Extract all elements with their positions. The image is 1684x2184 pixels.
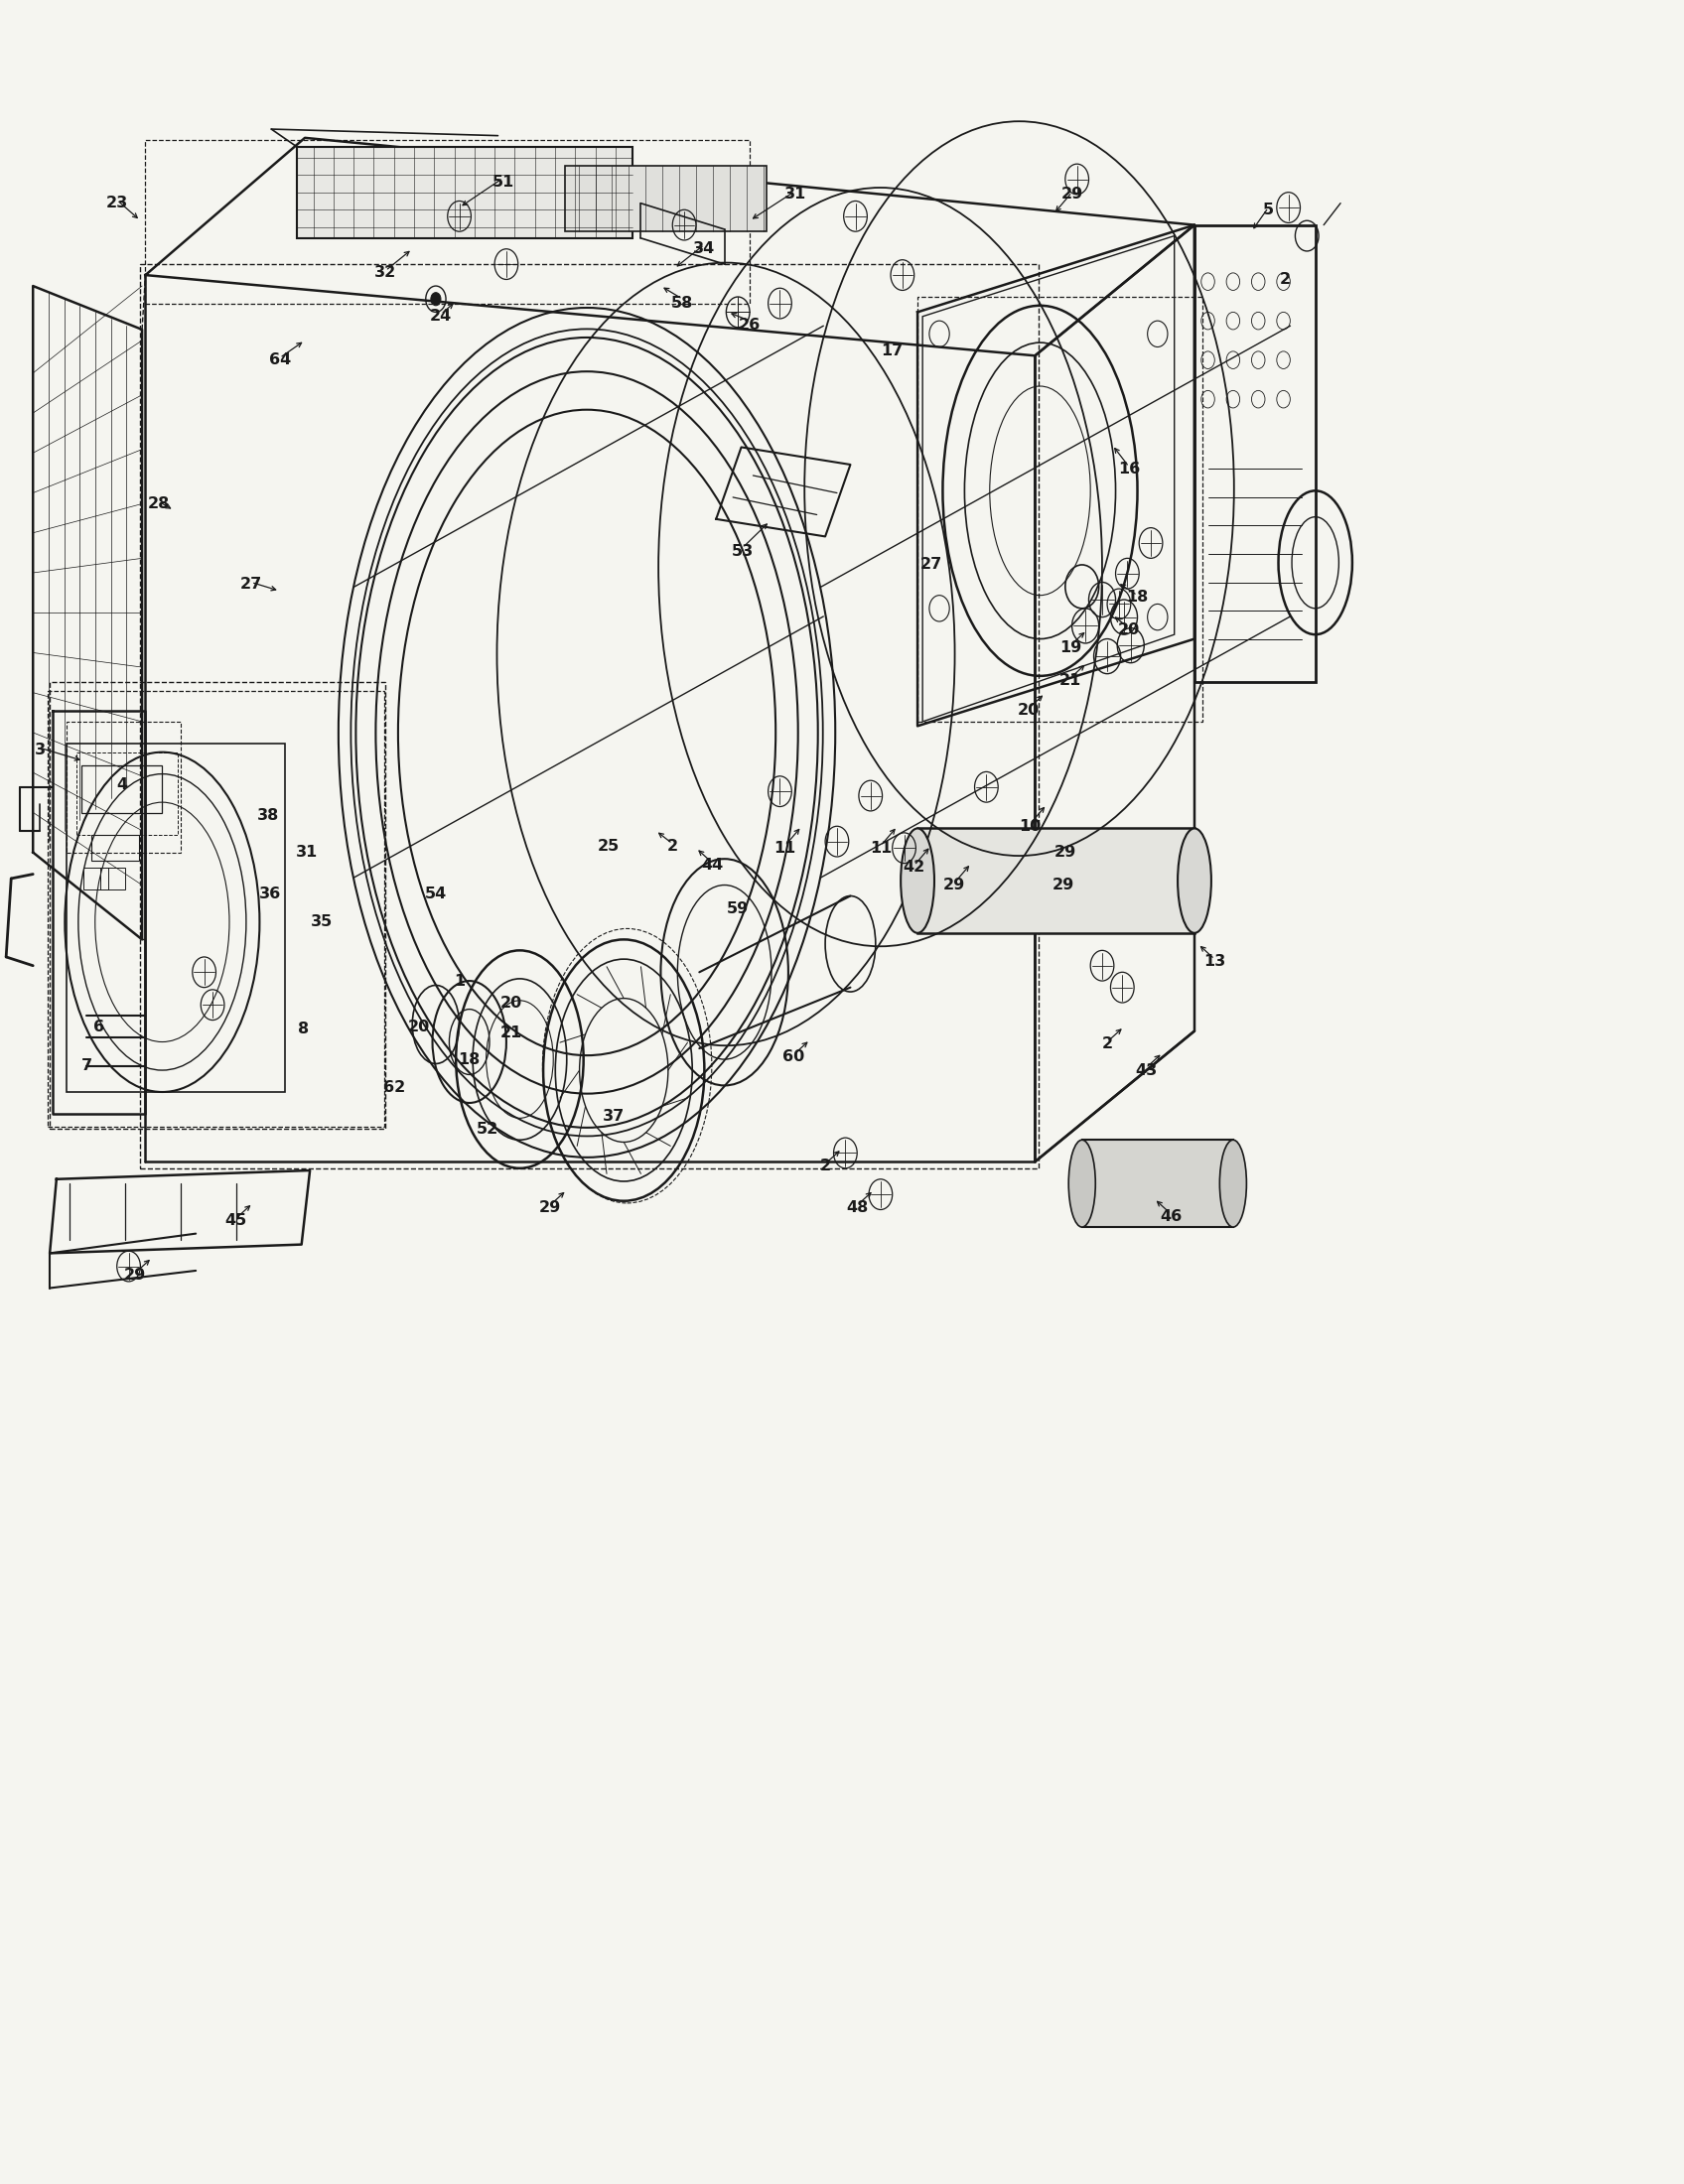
Text: 31: 31 (295, 845, 318, 860)
Text: 20: 20 (1017, 703, 1039, 719)
Text: 36: 36 (259, 887, 281, 902)
Text: 18: 18 (458, 1053, 480, 1066)
Text: 44: 44 (702, 858, 724, 874)
Text: 29: 29 (125, 1267, 147, 1282)
Text: 20: 20 (1118, 622, 1140, 638)
Ellipse shape (1219, 1140, 1246, 1227)
Text: 42: 42 (903, 860, 925, 876)
Text: 38: 38 (258, 808, 280, 823)
Text: 19: 19 (1059, 640, 1081, 655)
Text: 53: 53 (733, 544, 754, 559)
Text: 62: 62 (382, 1081, 404, 1094)
Text: 26: 26 (739, 317, 761, 332)
Text: 27: 27 (919, 557, 941, 572)
Text: 5: 5 (1263, 203, 1273, 216)
Text: 48: 48 (845, 1199, 869, 1214)
Text: 64: 64 (269, 352, 291, 367)
Text: 11: 11 (869, 841, 891, 856)
Text: 46: 46 (1160, 1208, 1182, 1223)
Text: 2: 2 (667, 839, 679, 854)
Text: 25: 25 (598, 839, 620, 854)
Text: 54: 54 (424, 887, 446, 902)
Bar (91, 834, 138, 860)
Text: 37: 37 (603, 1109, 625, 1123)
Text: 29: 29 (1061, 188, 1083, 201)
Bar (1083, 1140, 1233, 1227)
Circle shape (431, 293, 441, 306)
Text: 29: 29 (943, 878, 965, 893)
Text: 43: 43 (1135, 1064, 1157, 1077)
Bar (1194, 225, 1315, 681)
Text: 1: 1 (453, 974, 465, 989)
Text: 29: 29 (1054, 845, 1076, 860)
Bar (296, 146, 632, 238)
Bar (67, 743, 285, 1092)
Bar (918, 297, 1202, 721)
Text: 13: 13 (1204, 954, 1226, 970)
Text: 3: 3 (34, 743, 45, 758)
Bar (49, 690, 384, 1127)
Text: 21: 21 (1059, 673, 1081, 688)
Bar (566, 166, 766, 232)
Text: 27: 27 (241, 577, 263, 592)
Text: 2: 2 (1101, 1037, 1113, 1051)
Text: 34: 34 (694, 242, 716, 256)
Text: 32: 32 (374, 266, 396, 280)
Text: 28: 28 (148, 496, 170, 511)
Bar (51, 681, 386, 1129)
Text: 35: 35 (310, 915, 333, 930)
Ellipse shape (1069, 1140, 1096, 1227)
Text: 2: 2 (1280, 273, 1290, 286)
Text: 59: 59 (727, 902, 749, 917)
Text: 23: 23 (106, 197, 128, 210)
Text: 6: 6 (93, 1020, 104, 1033)
Text: 10: 10 (1019, 819, 1041, 834)
Text: 24: 24 (429, 308, 451, 323)
Text: 60: 60 (783, 1051, 805, 1064)
Bar (99, 867, 125, 889)
Text: 20: 20 (500, 996, 522, 1011)
Text: 58: 58 (672, 297, 694, 310)
Text: 20: 20 (408, 1020, 429, 1033)
Text: 4: 4 (116, 778, 128, 793)
Text: 29: 29 (1052, 878, 1074, 893)
Text: 21: 21 (500, 1026, 522, 1040)
Bar (140, 264, 1039, 1168)
Bar (145, 140, 749, 304)
Ellipse shape (1177, 828, 1211, 933)
Text: 7: 7 (81, 1059, 93, 1072)
Text: 52: 52 (477, 1123, 498, 1136)
Text: 11: 11 (775, 841, 797, 856)
Text: 8: 8 (298, 1022, 308, 1035)
Bar (83, 867, 108, 889)
Text: 45: 45 (226, 1212, 248, 1227)
Ellipse shape (901, 828, 935, 933)
Text: 2: 2 (820, 1160, 830, 1173)
Text: 29: 29 (539, 1199, 561, 1214)
Text: 31: 31 (785, 188, 807, 201)
Text: 18: 18 (1127, 590, 1148, 605)
Bar (76, 751, 177, 834)
Text: 51: 51 (492, 175, 514, 190)
Bar (67, 721, 180, 852)
Bar (81, 764, 162, 812)
Text: 17: 17 (881, 343, 903, 358)
Bar (918, 828, 1194, 933)
Text: 16: 16 (1118, 461, 1140, 476)
